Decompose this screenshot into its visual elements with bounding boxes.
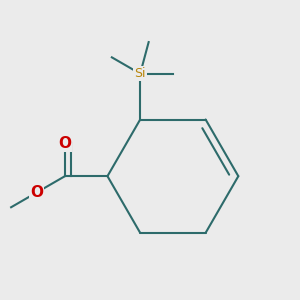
Text: O: O [30,185,43,200]
Text: Si: Si [134,67,146,80]
Text: O: O [58,136,71,151]
